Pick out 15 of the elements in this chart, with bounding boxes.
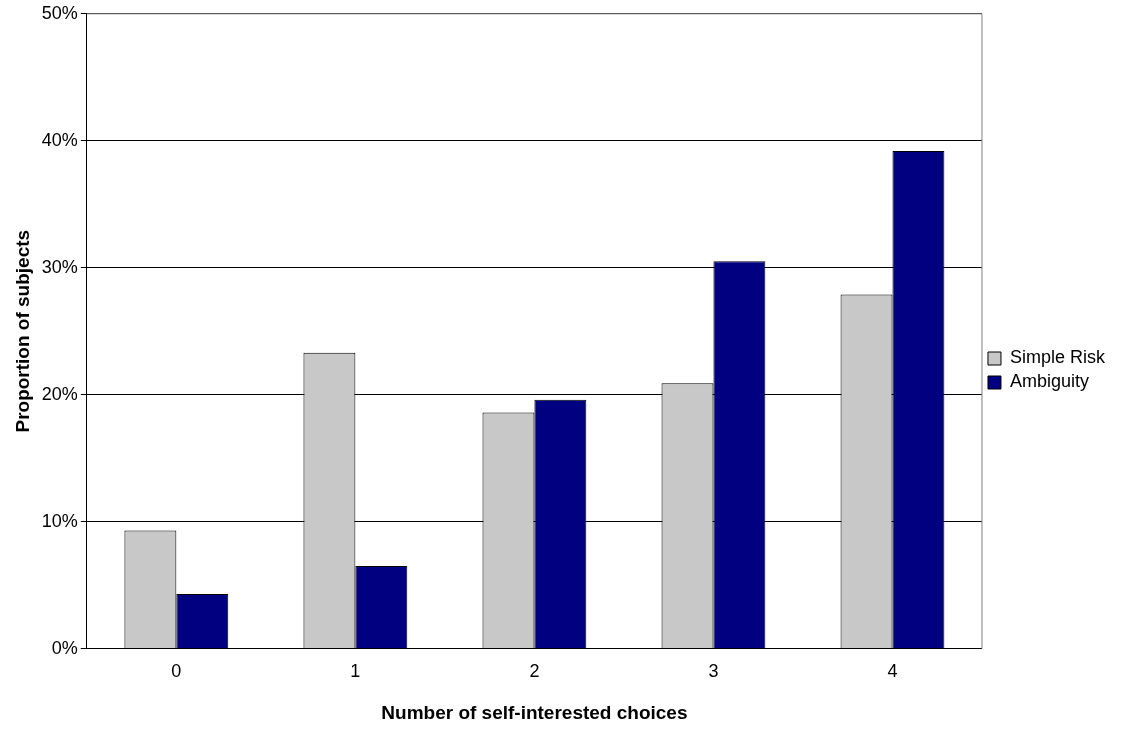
y-axis-title: Proportion of subjects: [11, 229, 33, 433]
y-tick-label: 30%: [41, 256, 78, 277]
x-tick-label: 3: [708, 661, 719, 682]
y-tick-label: 0%: [51, 637, 78, 658]
y-tick-label: 40%: [41, 129, 78, 150]
x-tick-label: 0: [171, 661, 182, 682]
y-tick-label: 10%: [41, 510, 78, 531]
x-tick-label: 4: [887, 661, 898, 682]
x-axis-title: Number of self-interested choices: [381, 701, 688, 723]
legend-label: Ambiguity: [1009, 371, 1090, 392]
y-tick-label: 20%: [41, 383, 78, 404]
x-tick-label: 2: [529, 661, 540, 682]
y-tick-label: 50%: [41, 2, 78, 23]
legend-label: Simple Risk: [1009, 347, 1106, 368]
x-tick-label: 1: [350, 661, 361, 682]
